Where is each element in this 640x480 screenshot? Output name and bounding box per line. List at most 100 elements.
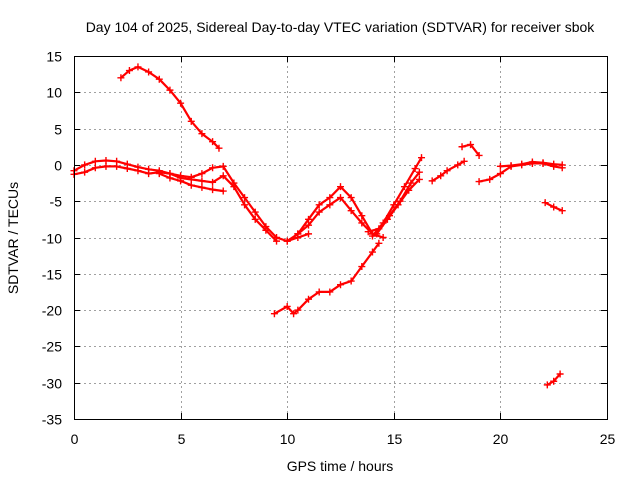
x-tick-label: 20 xyxy=(493,431,509,447)
data-point xyxy=(405,186,413,194)
data-point xyxy=(177,177,185,185)
data-point xyxy=(305,230,313,238)
data-point xyxy=(379,234,387,241)
data-point xyxy=(251,208,259,216)
data-point xyxy=(241,201,249,209)
data-point xyxy=(454,161,462,169)
data-point xyxy=(460,157,468,165)
data-point xyxy=(475,178,483,186)
data-point xyxy=(347,207,355,215)
data-point xyxy=(283,302,291,310)
data-point xyxy=(550,377,558,385)
data-point xyxy=(198,130,206,138)
data-point xyxy=(337,183,344,191)
y-tick-label: -30 xyxy=(42,376,62,392)
data-point xyxy=(375,239,383,247)
y-tick-label: 15 xyxy=(46,49,62,65)
data-point xyxy=(337,194,344,202)
data-point xyxy=(219,162,227,170)
data-point xyxy=(326,288,334,296)
data-point xyxy=(315,208,323,216)
data-point xyxy=(467,141,475,149)
data-point xyxy=(407,179,415,187)
data-point xyxy=(518,160,526,168)
data-point xyxy=(134,167,142,175)
series-line xyxy=(72,159,310,243)
data-point xyxy=(166,174,174,182)
data-point xyxy=(550,203,558,211)
data-point xyxy=(91,157,99,165)
series-arc-j xyxy=(270,239,383,318)
y-tick-label: -25 xyxy=(42,339,62,355)
data-point xyxy=(411,165,419,173)
data-point xyxy=(123,165,131,173)
data-point xyxy=(273,237,281,245)
x-tick-label: 5 xyxy=(178,431,186,447)
series-line xyxy=(119,65,221,150)
data-point xyxy=(125,67,133,75)
data-point xyxy=(270,310,278,318)
data-point xyxy=(428,177,436,185)
data-point xyxy=(117,74,125,82)
data-point xyxy=(187,181,195,189)
data-point xyxy=(443,167,451,175)
y-tick-label: -20 xyxy=(42,303,62,319)
data-point xyxy=(383,215,391,223)
data-point xyxy=(496,162,504,170)
data-point xyxy=(305,221,313,229)
y-tick-label: -10 xyxy=(42,231,62,247)
data-point xyxy=(541,199,549,207)
data-point xyxy=(209,138,217,146)
data-point xyxy=(475,151,483,159)
data-point xyxy=(209,178,217,186)
data-point xyxy=(187,117,195,125)
x-tick-label: 0 xyxy=(71,431,79,447)
y-tick-label: 0 xyxy=(54,158,62,174)
series-line xyxy=(371,156,423,238)
data-point xyxy=(219,187,227,195)
data-point xyxy=(219,172,227,180)
data-point xyxy=(358,263,366,271)
data-point xyxy=(294,230,302,238)
data-point xyxy=(358,212,366,220)
data-point xyxy=(347,194,355,202)
data-point xyxy=(198,177,206,185)
series-arc-a xyxy=(70,157,313,245)
data-point xyxy=(283,237,291,245)
data-point xyxy=(155,75,163,83)
data-point xyxy=(558,161,566,169)
chart-title: Day 104 of 2025, Sidereal Day-to-day VTE… xyxy=(86,19,596,35)
series-arc-n xyxy=(496,158,566,170)
data-point xyxy=(145,68,153,76)
data-point xyxy=(556,370,564,378)
grid xyxy=(74,56,607,419)
data-point xyxy=(209,164,217,172)
series-arc-p xyxy=(543,370,564,389)
data-point xyxy=(81,161,89,169)
y-tick-label: 10 xyxy=(46,85,62,101)
data-point xyxy=(437,172,445,180)
data-point xyxy=(198,183,206,191)
data-point xyxy=(368,232,376,240)
data-point xyxy=(528,158,536,166)
data-point xyxy=(458,143,466,151)
data-point xyxy=(400,183,408,191)
data-series xyxy=(70,63,566,389)
data-point xyxy=(315,201,323,209)
data-point xyxy=(241,194,249,202)
series-arc-g xyxy=(368,154,426,240)
data-point xyxy=(198,170,206,178)
series-arc-c xyxy=(155,170,227,195)
series-line xyxy=(72,165,278,243)
data-point xyxy=(539,159,547,167)
data-point xyxy=(326,194,334,202)
data-point xyxy=(373,230,381,238)
y-tick-label: -5 xyxy=(50,194,63,210)
data-point xyxy=(415,168,423,176)
data-point xyxy=(486,175,494,183)
data-point xyxy=(337,281,344,289)
data-point xyxy=(155,170,163,178)
data-point xyxy=(368,248,376,256)
data-point xyxy=(290,310,298,318)
series-arc-f xyxy=(294,194,387,241)
